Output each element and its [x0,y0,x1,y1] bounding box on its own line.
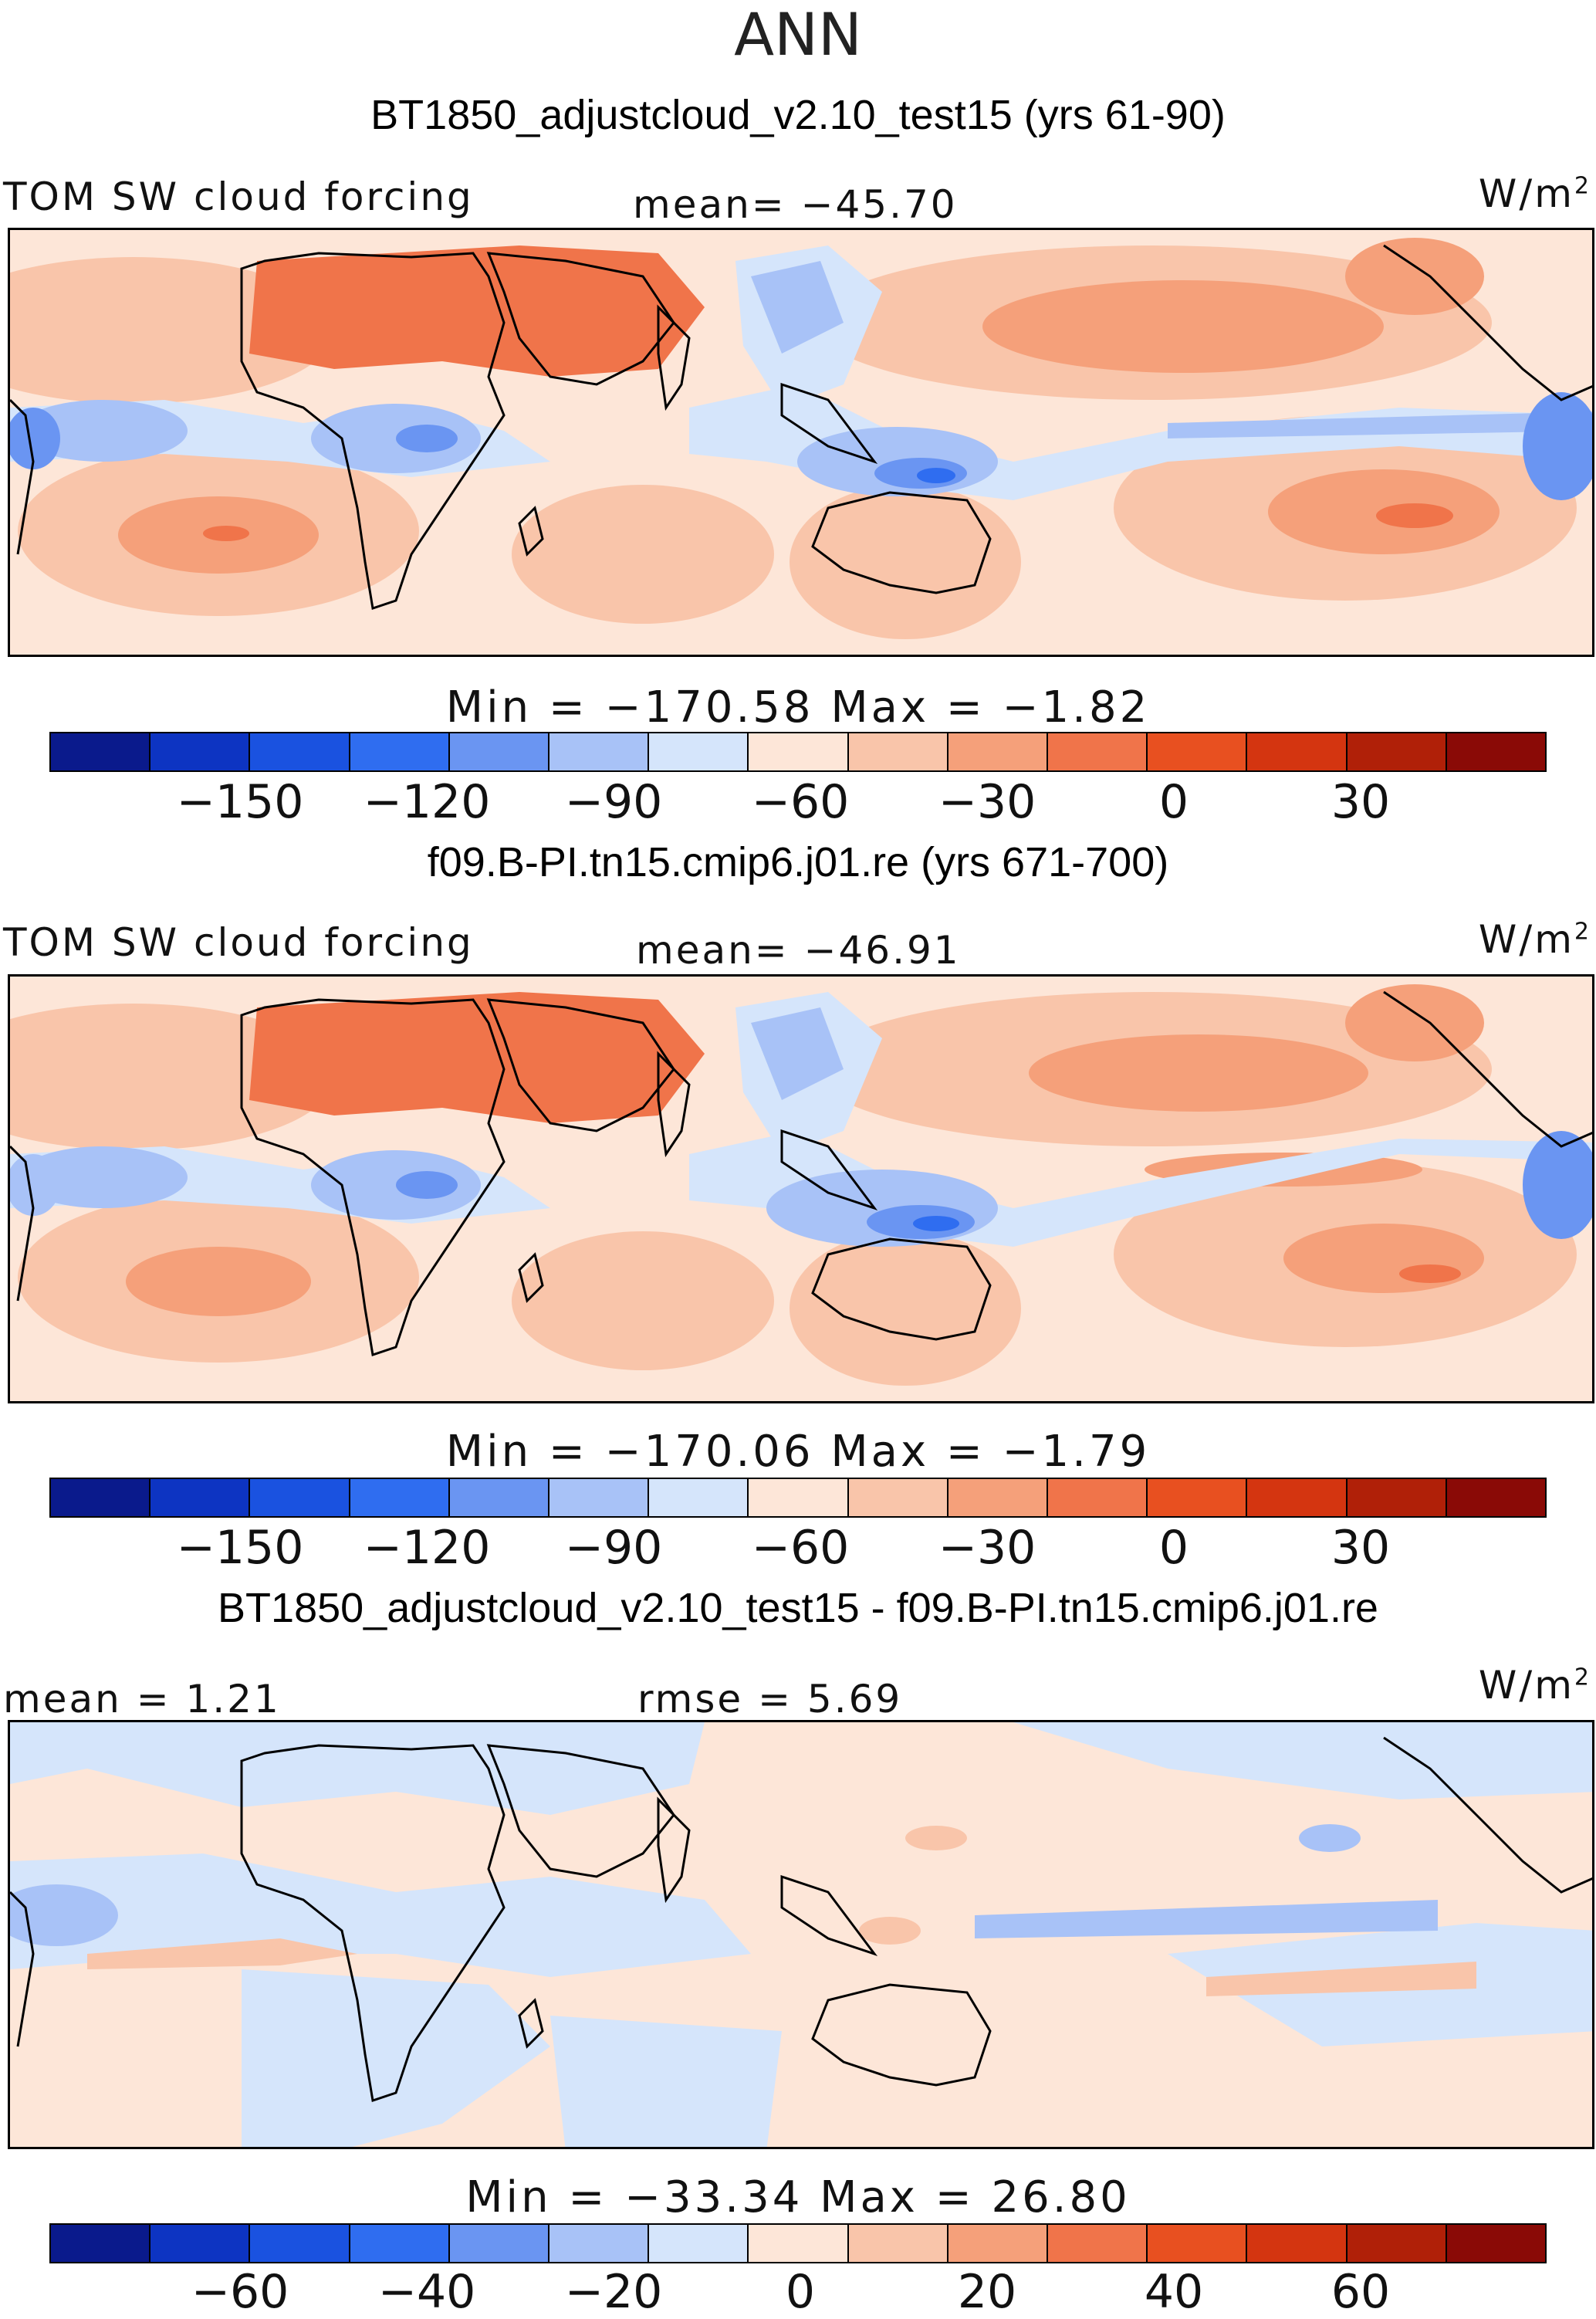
panel-1-title: BT1850_adjustcloud_v2.10_test15 (yrs 61-… [370,92,1226,138]
panel-1-tick: −90 [564,775,663,829]
panel-3-rmse-label: rmse = 5.69 [637,1677,903,1721]
colorbar-box [749,1479,849,1516]
colorbar-box [150,2225,251,2262]
colorbar-box [150,733,251,770]
colorbar-box [350,1479,450,1516]
colorbar-box [948,733,1049,770]
colorbar-box [749,733,849,770]
colorbar-box [51,1479,151,1516]
panel-2-tick: −150 [176,1521,304,1575]
colorbar-box [848,733,948,770]
panel-1-colorbar [49,732,1547,772]
colorbar-box [1347,1479,1447,1516]
panel-3-units: W/m2 [1478,1663,1591,1708]
panel-3-tick: −60 [191,2265,289,2319]
colorbar-box [649,1479,749,1516]
colorbar-box [449,2225,550,2262]
panel-2-mean-label: mean= −46.91 [636,928,961,973]
panel-3-title: BT1850_adjustcloud_v2.10_test15 - f09.B-… [218,1585,1378,1631]
panel-1-minmax: Min = −170.58 Max = −1.82 [445,682,1151,733]
colorbar-box [1347,733,1447,770]
colorbar-box [549,1479,650,1516]
colorbar-box [1446,2225,1546,2262]
colorbar-box [1148,2225,1248,2262]
panel-1-map [8,228,1594,657]
panel-2-tick: 30 [1331,1521,1391,1575]
panel-1-mean-label: mean= −45.70 [633,182,958,227]
panel-1-tick: −60 [751,775,850,829]
panel-1-tick: 0 [1158,775,1189,829]
panel-2-tick: −60 [751,1521,850,1575]
panel-1-tick: 30 [1331,775,1391,829]
colorbar-box [250,2225,350,2262]
panel-2-title: f09.B-PI.tn15.cmip6.j01.re (yrs 671-700) [427,839,1169,885]
main-title: ANN [734,0,862,69]
colorbar-box [948,2225,1049,2262]
panel-3-tick: 0 [785,2265,816,2319]
panel-3-colorbar [49,2223,1547,2263]
panel-3-tick: 40 [1144,2265,1204,2319]
panel-3-tick: −40 [377,2265,476,2319]
panel-1-tick: −120 [363,775,491,829]
panel-3-minmax: Min = −33.34 Max = 26.80 [465,2172,1131,2223]
colorbar-box [1048,1479,1148,1516]
colorbar-box [1247,733,1347,770]
colorbar-box [1446,1479,1546,1516]
colorbar-box [350,2225,450,2262]
colorbar-box [51,733,151,770]
colorbar-box [150,1479,251,1516]
colorbar-box [549,2225,650,2262]
panel-2-tick: −90 [564,1521,663,1575]
panel-1-units: W/m2 [1478,171,1591,216]
panel-2-variable-label: TOM SW cloud forcing [3,920,474,965]
colorbar-box [848,2225,948,2262]
panel-3-map [8,1720,1594,2149]
panel-2-tick: −120 [363,1521,491,1575]
colorbar-box [1048,733,1148,770]
colorbar-box [649,733,749,770]
panel-2-tick: −30 [938,1521,1036,1575]
colorbar-box [1247,1479,1347,1516]
panel-1-variable-label: TOM SW cloud forcing [3,174,474,219]
panel-2-tick: 0 [1158,1521,1189,1575]
panel-1-tick: −30 [938,775,1036,829]
colorbar-box [449,1479,550,1516]
panel-3-tick: −20 [564,2265,663,2319]
panel-3-mean-label: mean = 1.21 [3,1677,281,1721]
panel-3-tick: 60 [1331,2265,1391,2319]
colorbar-box [1048,2225,1148,2262]
colorbar-box [749,2225,849,2262]
colorbar-box [1247,2225,1347,2262]
colorbar-box [649,2225,749,2262]
panel-2-map [8,974,1594,1403]
colorbar-box [51,2225,151,2262]
colorbar-box [848,1479,948,1516]
colorbar-box [449,733,550,770]
colorbar-box [948,1479,1049,1516]
colorbar-box [1148,1479,1248,1516]
colorbar-box [250,1479,350,1516]
panel-2-colorbar [49,1478,1547,1518]
panel-1-tick: −150 [176,775,304,829]
colorbar-box [1446,733,1546,770]
panel-3-tick: 20 [957,2265,1017,2319]
colorbar-box [1148,733,1248,770]
colorbar-box [549,733,650,770]
colorbar-box [1347,2225,1447,2262]
colorbar-box [250,733,350,770]
panel-2-minmax: Min = −170.06 Max = −1.79 [445,1427,1151,1477]
panel-2-units: W/m2 [1478,917,1591,962]
colorbar-box [350,733,450,770]
